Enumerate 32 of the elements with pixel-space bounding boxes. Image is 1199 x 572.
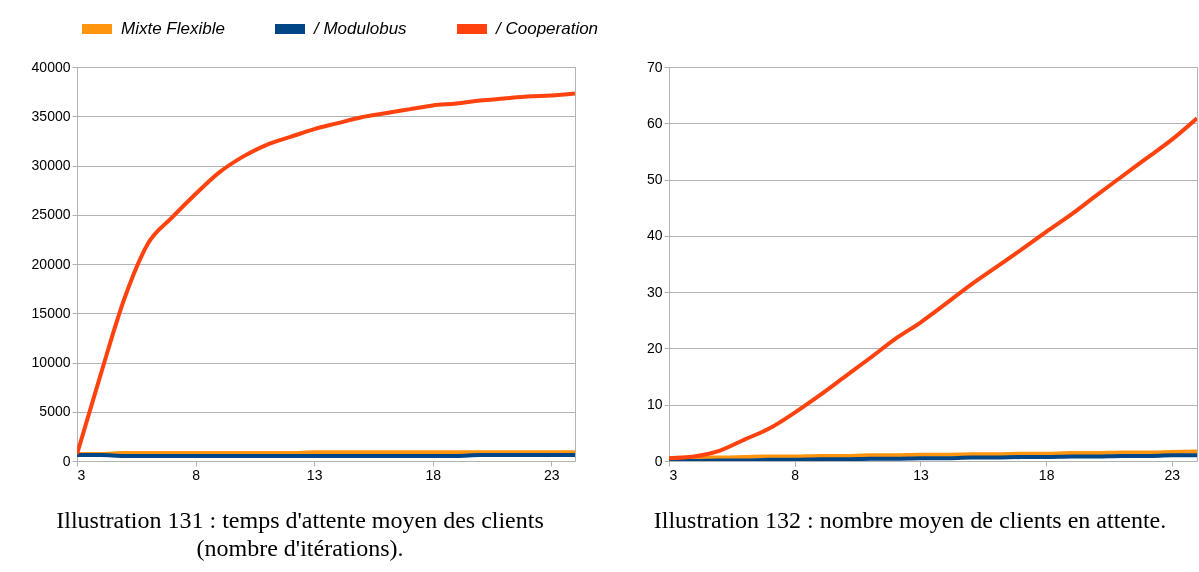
y-tick-label: 10 bbox=[646, 396, 663, 413]
x-tick-label: 13 bbox=[913, 466, 929, 483]
legend-label: / Modulobus bbox=[313, 19, 408, 38]
y-tick-label: 40000 bbox=[31, 58, 71, 75]
y-tick-label: 35000 bbox=[31, 107, 71, 124]
x-tick-label: 8 bbox=[791, 466, 800, 483]
x-tick-label: 13 bbox=[306, 466, 323, 483]
y-tick-label: 70 bbox=[646, 58, 663, 75]
x-tick-label: 3 bbox=[77, 466, 86, 483]
y-tick-label: 15000 bbox=[31, 304, 71, 321]
text: Illustration 131 : temps d'attente moyen des clients (nombre d'itérations). bbox=[55, 506, 545, 562]
y-tick-label: 20000 bbox=[31, 255, 71, 272]
x-tick-label: 18 bbox=[1038, 466, 1055, 483]
y-tick-label: 40 bbox=[646, 227, 663, 244]
y-tick-label: 30 bbox=[646, 283, 663, 300]
y-tick-label: 60 bbox=[646, 114, 663, 131]
x-tick-label: 18 bbox=[425, 466, 442, 483]
y-tick-label: 0 bbox=[62, 452, 71, 469]
y-tick-label: 25000 bbox=[31, 206, 71, 223]
y-tick-label: 10000 bbox=[31, 354, 71, 370]
y-tick-label: 50 bbox=[646, 171, 663, 188]
x-tick-label: 3 bbox=[669, 466, 678, 483]
y-tick-label: 30000 bbox=[31, 157, 71, 173]
y-tick-label: 0 bbox=[654, 452, 663, 469]
text: Illustration 132 : nombre moyen de clients en attente. bbox=[652, 506, 1168, 534]
legend-label: / Cooperation bbox=[495, 19, 599, 38]
x-tick-label: 23 bbox=[544, 466, 560, 483]
x-tick-label: 23 bbox=[1164, 466, 1181, 483]
y-tick-label: 5000 bbox=[39, 403, 71, 420]
y-tick-label: 20 bbox=[646, 339, 663, 356]
legend-label: Mixte Flexible bbox=[121, 19, 225, 38]
x-tick-label: 8 bbox=[192, 466, 201, 483]
